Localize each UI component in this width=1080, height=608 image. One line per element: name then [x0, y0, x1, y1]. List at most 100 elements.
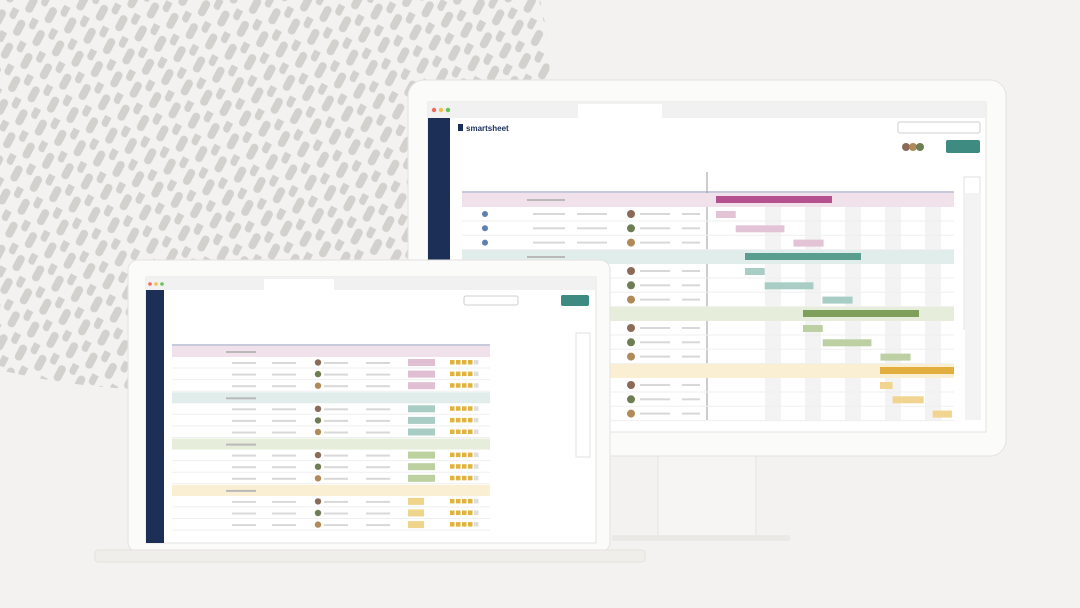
- avatar: [314, 498, 322, 505]
- placeholder: [232, 454, 256, 457]
- avatar: [314, 521, 322, 528]
- placeholder: [324, 419, 348, 422]
- laptop: [94, 259, 646, 563]
- gantt-bar: [793, 239, 824, 247]
- placeholder: [226, 489, 256, 492]
- share-button[interactable]: [946, 140, 980, 153]
- placeholder: [640, 270, 670, 272]
- star: [468, 429, 473, 434]
- avatar: [627, 324, 635, 332]
- star: [450, 406, 455, 411]
- search-box[interactable]: [897, 121, 981, 134]
- placeholder: [226, 443, 256, 446]
- placeholder: [366, 524, 390, 527]
- group-band: [172, 484, 490, 496]
- placeholder: [324, 431, 348, 434]
- status-chip: [408, 497, 424, 505]
- gantt-bar: [880, 367, 954, 374]
- gantt-bar: [822, 339, 872, 347]
- star: [468, 360, 473, 365]
- star: [462, 475, 467, 481]
- placeholder: [682, 384, 700, 386]
- placeholder: [272, 524, 296, 527]
- star: [456, 475, 461, 481]
- placeholder: [272, 419, 296, 422]
- avatar: [627, 267, 635, 275]
- share-button[interactable]: [561, 295, 589, 306]
- placeholder: [640, 327, 670, 329]
- placeholder: [682, 398, 700, 401]
- avatar: [627, 381, 635, 389]
- placeholder: [324, 524, 348, 527]
- star: [450, 360, 455, 365]
- search-box[interactable]: [463, 295, 519, 306]
- placeholder: [366, 419, 390, 422]
- placeholder: [640, 284, 670, 287]
- star: [474, 360, 479, 365]
- star: [468, 522, 473, 527]
- star: [456, 360, 461, 365]
- placeholder: [272, 385, 296, 388]
- status-chip: [408, 416, 435, 424]
- star: [474, 429, 479, 434]
- star: [468, 452, 473, 458]
- star: [474, 522, 479, 527]
- placeholder: [324, 362, 348, 364]
- sidebar: [146, 290, 164, 543]
- avatar: [314, 417, 322, 424]
- placeholder: [682, 355, 700, 358]
- avatar: [627, 352, 635, 361]
- star: [456, 371, 461, 377]
- star: [468, 498, 473, 504]
- star: [468, 371, 473, 377]
- star: [474, 452, 479, 458]
- placeholder: [272, 362, 296, 364]
- window-dot: [445, 107, 451, 113]
- icon: [482, 239, 488, 246]
- avatar: [314, 463, 322, 470]
- star: [474, 417, 479, 423]
- placeholder: [226, 397, 256, 400]
- avatar: [627, 224, 635, 233]
- placeholder: [226, 351, 256, 353]
- group-band: [172, 392, 490, 404]
- placeholder: [640, 412, 670, 415]
- gantt-bar: [745, 268, 765, 275]
- star: [462, 383, 467, 388]
- star: [450, 498, 455, 504]
- star: [450, 371, 455, 377]
- star: [450, 452, 455, 458]
- placeholder: [527, 256, 565, 258]
- placeholder: [232, 524, 256, 527]
- star: [474, 475, 479, 481]
- placeholder: [533, 213, 565, 215]
- placeholder: [272, 500, 296, 503]
- star: [468, 417, 473, 423]
- placeholder: [324, 477, 348, 480]
- laptop-base: [94, 549, 646, 563]
- gantt-bar: [822, 296, 853, 304]
- placeholder: [577, 241, 607, 244]
- avatar: [627, 210, 635, 218]
- gantt-bar: [745, 253, 861, 260]
- star: [462, 417, 467, 423]
- placeholder: [232, 466, 256, 469]
- star: [462, 429, 467, 434]
- placeholder: [366, 385, 390, 388]
- placeholder: [640, 384, 670, 386]
- gantt-bar: [932, 410, 952, 418]
- placeholder: [366, 500, 390, 503]
- window-dot: [154, 282, 158, 286]
- placeholder: [640, 213, 670, 215]
- star: [456, 522, 461, 527]
- placeholder: [232, 477, 256, 480]
- window-dot: [160, 282, 164, 286]
- star: [450, 429, 455, 434]
- star: [456, 406, 461, 411]
- placeholder: [640, 341, 670, 344]
- avatar: [314, 382, 322, 389]
- placeholder: [272, 431, 296, 434]
- avatar: [916, 143, 924, 151]
- browser-tabs: [146, 277, 596, 290]
- gantt-bar: [892, 396, 924, 404]
